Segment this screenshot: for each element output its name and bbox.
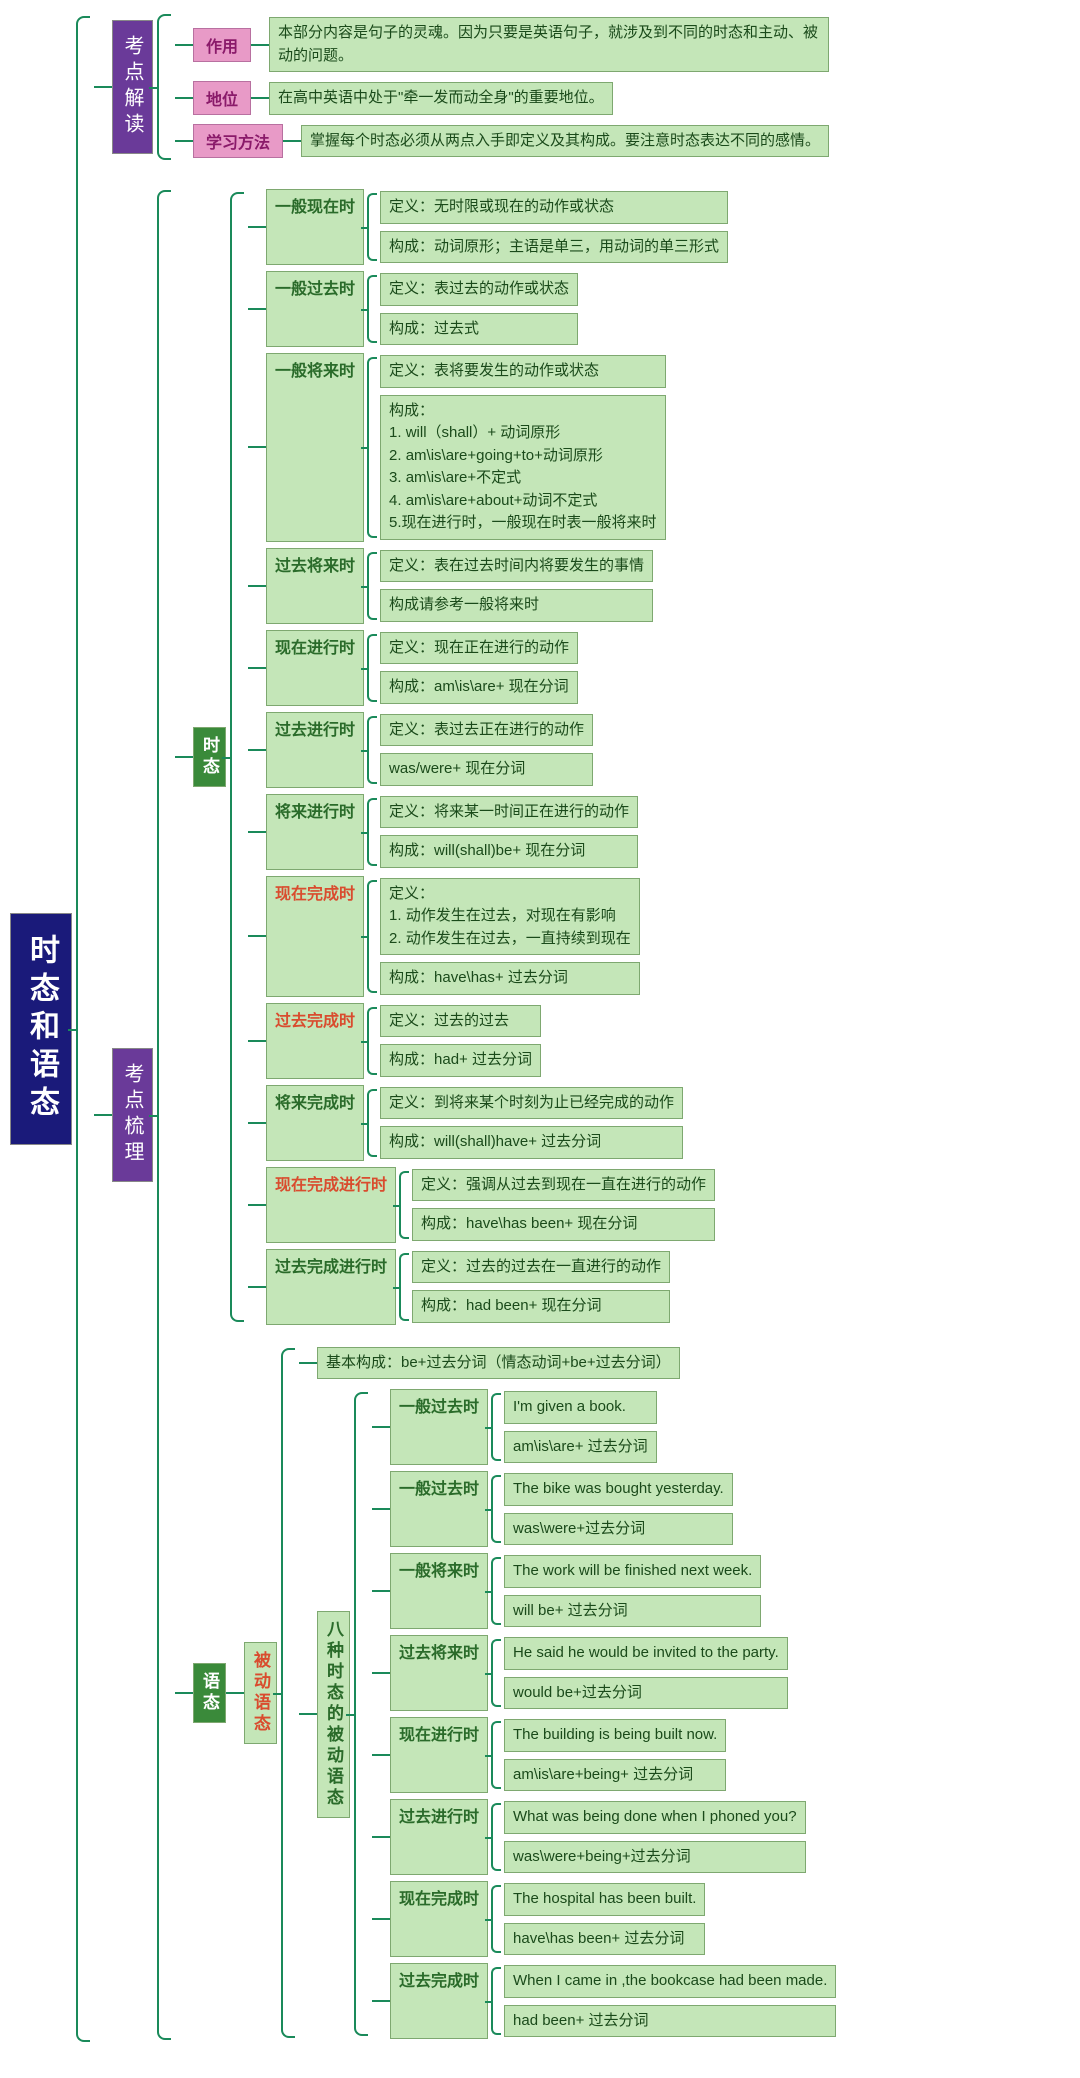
- root-bracket: [76, 16, 90, 2042]
- tense-desc: 构成：have\has been+ 现在分词: [412, 1208, 715, 1241]
- tense-item: 过去将来时定义：表在过去时间内将要发生的事情构成请参考一般将来时: [248, 548, 728, 624]
- tense-desc: 定义：过去的过去: [380, 1005, 541, 1038]
- method-desc: 掌握每个时态必须从两点入手即定义及其构成。要注意时态表达不同的感情。: [301, 125, 829, 158]
- tense-desc: 定义：表过去正在进行的动作: [380, 714, 593, 747]
- passive-tense-name: 过去完成时: [390, 1963, 488, 2039]
- tense-item: 将来进行时定义：将来某一时间正在进行的动作构成：will(shall)be+ 现…: [248, 794, 728, 870]
- tense-name: 一般现在时: [266, 189, 364, 265]
- passive-desc: would be+过去分词: [504, 1677, 788, 1710]
- tense-desc: 构成：will(shall)be+ 现在分词: [380, 835, 638, 868]
- passive-desc: will be+ 过去分词: [504, 1595, 761, 1628]
- tense-desc: 构成：动词原形；主语是单三，用动词的单三形式: [380, 231, 728, 264]
- passive-desc: have\has been+ 过去分词: [504, 1923, 705, 1956]
- tense-item: 现在完成时定义： 1. 动作发生在过去，对现在有影响 2. 动作发生在过去，一直…: [248, 876, 728, 997]
- tense-name: 一般过去时: [266, 271, 364, 347]
- passive-item: 现在进行时 The building is being built now. am\…: [372, 1717, 836, 1793]
- tense-item: 过去完成进行时定义：过去的过去在一直进行的动作构成：had been+ 现在分词: [248, 1249, 728, 1325]
- tense-name: 过去进行时: [266, 712, 364, 788]
- tense-desc: 定义： 1. 动作发生在过去，对现在有影响 2. 动作发生在过去，一直持续到现在: [380, 878, 640, 956]
- passive-tense-name: 现在完成时: [390, 1881, 488, 1957]
- passive-desc: When I came in ,the bookcase had been ma…: [504, 1965, 836, 1998]
- tense-name: 将来完成时: [266, 1085, 364, 1161]
- tense-item: 过去进行时定义：表过去正在进行的动作 was/were+ 现在分词: [248, 712, 728, 788]
- role-desc: 本部分内容是句子的灵魂。因为只要是英语句子，就涉及到不同的时态和主动、被动的问题…: [269, 17, 829, 72]
- passive-list: 一般过去时I'm given a book.am\is\are+ 过去分词一般过…: [372, 1386, 836, 2042]
- tense-desc: 构成： 1. will（shall）+ 动词原形 2. am\is\are+go…: [380, 395, 666, 540]
- tense-desc: 定义：强调从过去到现在一直在进行的动作: [412, 1169, 715, 1202]
- tense-desc: 构成：will(shall)have+ 过去分词: [380, 1126, 683, 1159]
- tense-name: 现在进行时: [266, 630, 364, 706]
- passive-desc: was\were+being+过去分词: [504, 1841, 806, 1874]
- tense-desc: 构成：have\has+ 过去分词: [380, 962, 640, 995]
- passive-item: 过去进行时 What was being done when I phoned y…: [372, 1799, 836, 1875]
- tense-name: 一般将来时: [266, 353, 364, 542]
- tense-desc: 定义：表将要发生的动作或状态: [380, 355, 666, 388]
- passive-item: 一般过去时 The bike was bought yesterday. was\w…: [372, 1471, 836, 1547]
- passive-desc: He said he would be invited to the party…: [504, 1637, 788, 1670]
- tense-desc: 构成：had been+ 现在分词: [412, 1290, 670, 1323]
- tense-name: 过去将来时: [266, 548, 364, 624]
- tense-desc: 构成：过去式: [380, 313, 578, 346]
- tense-name: 过去完成进行时: [266, 1249, 396, 1325]
- passive-item: 过去将来时 He said he would be invited to the …: [372, 1635, 836, 1711]
- passive-tense-name: 过去进行时: [390, 1799, 488, 1875]
- tense-item: 将来完成时定义：到将来某个时刻为止已经完成的动作构成：will(shall)ha…: [248, 1085, 728, 1161]
- tense-name: 现在完成时: [266, 876, 364, 997]
- passive-item: 一般将来时 The work will be finished next week…: [372, 1553, 836, 1629]
- passive-desc: was\were+过去分词: [504, 1513, 733, 1546]
- passive-tense-name: 一般过去时: [390, 1389, 488, 1465]
- passive-desc: The building is being built now.: [504, 1719, 726, 1752]
- voice-title: 语态: [193, 1663, 226, 1723]
- status-desc: 在高中英语中处于"牵一发而动全身"的重要地位。: [269, 82, 613, 115]
- passive-item: 一般过去时 I'm given a book. am\is\are+ 过去分词: [372, 1389, 836, 1465]
- tense-item: 一般过去时定义：表过去的动作或状态构成：过去式: [248, 271, 728, 347]
- passive-desc: The bike was bought yesterday.: [504, 1473, 733, 1506]
- tense-item: 过去完成时定义：过去的过去构成：had+ 过去分词: [248, 1003, 728, 1079]
- passive-item: 现在完成时 The hospital has been built. have\ha…: [372, 1881, 836, 1957]
- review-title: 考点梳理: [112, 1048, 153, 1182]
- tense-name: 将来进行时: [266, 794, 364, 870]
- interpret-title: 考点解读: [112, 20, 153, 154]
- passive-tense-name: 过去将来时: [390, 1635, 488, 1711]
- tense-desc: 定义：过去的过去在一直进行的动作: [412, 1251, 670, 1284]
- tense-desc: 定义：到将来某个时刻为止已经完成的动作: [380, 1087, 683, 1120]
- passive-item: 过去完成时 When I came in ,the bookcase had be…: [372, 1963, 836, 2039]
- passive-tense-name: 现在进行时: [390, 1717, 488, 1793]
- tense-desc: 定义：无时限或现在的动作或状态: [380, 191, 728, 224]
- tense-desc: 定义：将来某一时间正在进行的动作: [380, 796, 638, 829]
- passive-desc: The hospital has been built.: [504, 1883, 705, 1916]
- tense-desc: 定义：表在过去时间内将要发生的事情: [380, 550, 653, 583]
- method-label: 学习方法: [193, 124, 283, 158]
- tense-name: 过去完成时: [266, 1003, 364, 1079]
- passive-desc: am\is\are+ 过去分词: [504, 1431, 657, 1464]
- tense-item: 现在完成进行时定义：强调从过去到现在一直在进行的动作构成：have\has be…: [248, 1167, 728, 1243]
- root-container: 时态和语态 考点解读 作用 本部分内容是句子的灵魂。因为只要是英语句子，就涉及到…: [10, 10, 1070, 2048]
- tense-item: 一般将来时定义：表将要发生的动作或状态构成： 1. will（shall）+ 动…: [248, 353, 728, 542]
- tense-desc: 定义：现在正在进行的动作: [380, 632, 578, 665]
- tense-desc: 构成：had+ 过去分词: [380, 1044, 541, 1077]
- tense-desc: 构成请参考一般将来时: [380, 589, 653, 622]
- tense-desc: 定义：表过去的动作或状态: [380, 273, 578, 306]
- tense-item: 现在进行时定义：现在正在进行的动作构成：am\is\are+ 现在分词: [248, 630, 728, 706]
- role-label: 作用: [193, 28, 251, 62]
- passive-desc: had been+ 过去分词: [504, 2005, 836, 2038]
- tense-list: 一般现在时定义：无时限或现在的动作或状态构成：动词原形；主语是单三，用动词的单三…: [248, 186, 728, 1328]
- passive-desc: am\is\are+being+ 过去分词: [504, 1759, 726, 1792]
- passive-desc: What was being done when I phoned you?: [504, 1801, 806, 1834]
- passive-tense-name: 一般将来时: [390, 1553, 488, 1629]
- root-title: 时态和语态: [10, 913, 72, 1145]
- tense-desc: was/were+ 现在分词: [380, 753, 593, 786]
- passive-desc: The work will be finished next week.: [504, 1555, 761, 1588]
- passive-basic: 基本构成：be+过去分词（情态动词+be+过去分词）: [317, 1347, 680, 1380]
- tense-section: 时态 一般现在时定义：无时限或现在的动作或状态构成：动词原形；主语是单三，用动词…: [175, 186, 1070, 1328]
- tense-item: 一般现在时定义：无时限或现在的动作或状态构成：动词原形；主语是单三，用动词的单三…: [248, 189, 728, 265]
- tense-desc: 构成：am\is\are+ 现在分词: [380, 671, 578, 704]
- section-review: 考点梳理 时态 一般现在时定义：无时限或现在的动作或状态构成：动词原形；主语是单…: [94, 184, 1070, 2046]
- passive-tense-name: 一般过去时: [390, 1471, 488, 1547]
- tense-name: 现在完成进行时: [266, 1167, 396, 1243]
- section-interpret: 考点解读 作用 本部分内容是句子的灵魂。因为只要是英语句子，就涉及到不同的时态和…: [94, 12, 1070, 162]
- status-label: 地位: [193, 81, 251, 115]
- passive-desc: I'm given a book.: [504, 1391, 657, 1424]
- voice-section: 语态 被动语态 基本构成：be+过去分词（情态动词+be+过去分词） 八种时态的…: [175, 1342, 1070, 2045]
